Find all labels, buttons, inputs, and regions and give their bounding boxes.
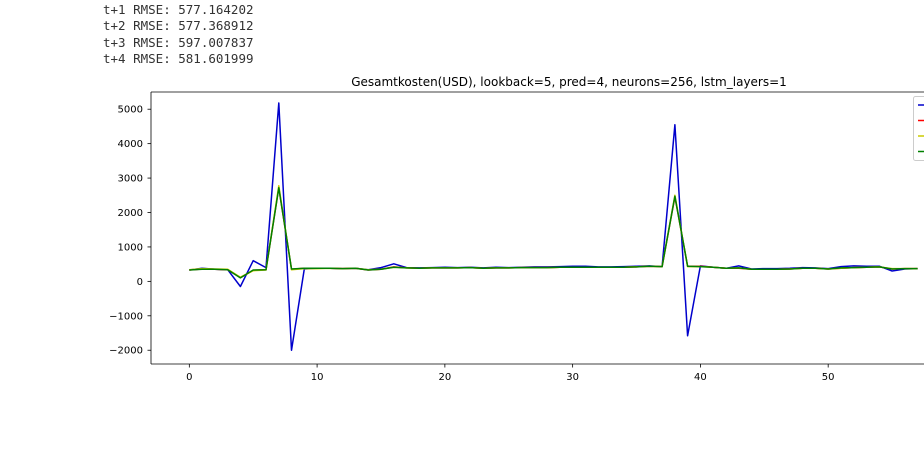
series-line-3	[189, 184, 918, 278]
y-tick-label: 0	[137, 277, 143, 288]
x-tick-label: 40	[694, 372, 707, 383]
series-line-1	[189, 102, 918, 351]
x-tick-label: 30	[566, 372, 579, 383]
rmse-line-t2: t+2 RMSE: 577.368912	[103, 18, 254, 34]
legend	[913, 96, 924, 161]
rmse-line-t3: t+3 RMSE: 597.007837	[103, 34, 254, 50]
y-tick-label: −1000	[109, 311, 143, 322]
series-line-4	[189, 186, 918, 279]
x-tick-label: 20	[439, 372, 452, 383]
y-tick-label: −2000	[109, 346, 143, 357]
y-tick-label: 2000	[118, 208, 143, 219]
legend-box	[913, 96, 924, 161]
x-tick-label: 0	[186, 372, 192, 383]
chart-title: Gesamtkosten(USD), lookback=5, pred=4, n…	[351, 75, 787, 89]
rmse-line-t1: t+1 RMSE: 577.164202	[103, 2, 254, 17]
y-tick-label: 3000	[118, 174, 143, 185]
rmse-line-t4: t+4 RMSE: 581.601999	[103, 50, 254, 66]
x-tick-label: 10	[311, 372, 324, 383]
x-tick-label: 50	[822, 372, 835, 383]
series-layer	[189, 102, 918, 351]
rmse-output: t+1 RMSE: 577.164202 t+2 RMSE: 577.368912…	[103, 2, 254, 67]
y-tick-label: 1000	[118, 242, 143, 253]
y-tick-label: 5000	[118, 105, 143, 116]
y-tick-label: 4000	[118, 139, 143, 150]
axes-layer: 0 10 20 30 40 50 −2000 −1000 0 1000 2000 3000 4000 50…	[109, 91, 924, 383]
series-line-2	[189, 186, 918, 279]
